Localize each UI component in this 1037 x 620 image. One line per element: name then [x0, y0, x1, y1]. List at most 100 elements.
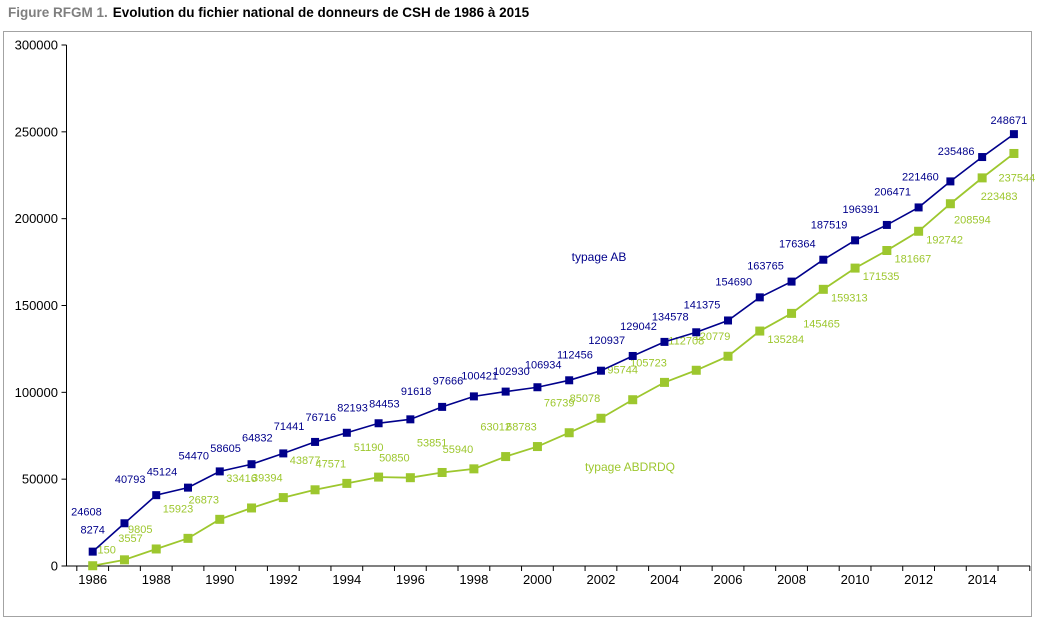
data-point-marker: [501, 452, 511, 462]
data-point-marker: [628, 351, 637, 360]
series-label-abdrdq: typage ABDRDQ: [585, 460, 675, 474]
x-tick-label: 1990: [205, 572, 234, 587]
x-tick-label: 2004: [650, 572, 679, 587]
data-point-marker: [818, 284, 828, 294]
data-point-label: 39394: [252, 473, 283, 485]
data-point-label: 206471: [874, 186, 911, 198]
data-point-label: 208594: [954, 215, 991, 227]
data-point-label: 9805: [128, 524, 152, 536]
data-point-marker: [946, 177, 955, 186]
data-point-marker: [438, 402, 447, 411]
data-point-label: 84453: [369, 398, 400, 410]
data-point-label: 45124: [147, 467, 178, 479]
data-point-marker: [1009, 130, 1018, 139]
data-point-marker: [977, 173, 987, 183]
y-tick-label: 200000: [15, 211, 58, 226]
data-point-label: 76716: [306, 412, 337, 424]
y-tick-label: 50000: [22, 472, 58, 487]
data-point-marker: [310, 485, 320, 495]
data-point-marker: [247, 503, 257, 513]
data-point-label: 68783: [506, 422, 537, 434]
y-tick-label: 300000: [15, 38, 58, 53]
data-point-marker: [278, 493, 288, 503]
data-point-marker: [406, 415, 415, 424]
data-point-marker: [819, 255, 828, 264]
data-point-label: 235486: [938, 146, 975, 158]
data-point-marker: [914, 203, 923, 212]
data-point-label: 50850: [379, 453, 410, 465]
data-point-marker: [183, 483, 192, 492]
x-tick-label: 2012: [904, 572, 933, 587]
data-point-marker: [564, 428, 574, 438]
data-point-marker: [1009, 148, 1019, 158]
data-point-label: 248671: [991, 115, 1028, 127]
data-point-label: 64832: [242, 432, 273, 444]
data-point-marker: [183, 533, 193, 543]
data-point-marker: [532, 442, 542, 452]
data-point-label: 181667: [894, 254, 931, 266]
data-point-marker: [691, 365, 701, 375]
data-point-label: 176364: [779, 239, 816, 251]
data-point-label: 163765: [747, 261, 784, 273]
x-tick-label: 2010: [841, 572, 870, 587]
data-point-label: 51190: [354, 442, 384, 454]
data-point-marker: [723, 351, 733, 361]
data-point-label: 47571: [316, 458, 347, 470]
data-point-label: 91618: [401, 386, 432, 398]
x-tick-label: 1988: [142, 572, 171, 587]
y-tick-label: 150000: [15, 298, 58, 313]
data-point-label: 100421: [461, 371, 498, 383]
data-point-marker: [437, 467, 447, 477]
data-point-marker: [151, 544, 161, 554]
data-point-label: 15923: [163, 503, 194, 515]
x-tick-label: 1992: [269, 572, 298, 587]
figure-number-label: Figure RFGM 1.: [8, 5, 108, 20]
data-point-label: 26873: [188, 494, 219, 506]
data-point-label: 40793: [115, 474, 146, 486]
x-tick-label: 1986: [78, 572, 107, 587]
data-point-marker: [565, 376, 574, 385]
data-point-marker: [659, 377, 669, 387]
data-point-marker: [88, 561, 98, 571]
x-tick-label: 1996: [396, 572, 425, 587]
data-point-label: 120937: [588, 335, 625, 347]
data-point-marker: [628, 395, 638, 405]
series-line-abdrdq: [92, 152, 1015, 567]
data-point-marker: [342, 428, 351, 437]
data-point-label: 159313: [831, 292, 868, 304]
data-point-marker: [596, 366, 605, 375]
data-point-label: 33416: [226, 473, 257, 485]
x-tick-label: 1994: [332, 572, 361, 587]
figure-title: Figure RFGM 1. Evolution du fichier natio…: [8, 5, 529, 20]
data-point-label: 3557: [118, 533, 142, 545]
data-point-marker: [247, 460, 256, 469]
data-point-label: 192742: [926, 234, 963, 246]
data-point-label: 82193: [337, 402, 368, 414]
data-point-label: 76739: [544, 398, 575, 410]
data-point-label: 97666: [433, 375, 464, 387]
data-point-marker: [152, 491, 161, 500]
y-tick-label: 100000: [15, 385, 58, 400]
data-point-label: 135284: [767, 334, 804, 346]
data-point-marker: [755, 326, 765, 336]
data-point-label: 54470: [178, 450, 209, 462]
data-point-marker: [342, 478, 352, 488]
data-point-label: 187519: [811, 219, 848, 231]
data-point-marker: [501, 387, 510, 396]
data-point-marker: [850, 263, 860, 273]
data-point-marker: [787, 277, 796, 286]
x-tick-label: 2006: [714, 572, 743, 587]
data-point-label: 120779: [694, 331, 731, 343]
x-tick-label: 2014: [968, 572, 997, 587]
data-point-label: 223483: [981, 191, 1018, 203]
data-point-marker: [724, 316, 733, 325]
data-point-marker: [374, 419, 383, 428]
data-point-label: 145465: [803, 318, 840, 330]
data-point-marker: [469, 464, 479, 474]
data-point-label: 134578: [652, 311, 689, 323]
data-point-label: 58605: [210, 443, 241, 455]
x-tick-label: 2008: [777, 572, 806, 587]
data-point-label: 129042: [620, 321, 657, 333]
data-point-label: 141375: [684, 299, 721, 311]
data-point-marker: [311, 437, 320, 446]
